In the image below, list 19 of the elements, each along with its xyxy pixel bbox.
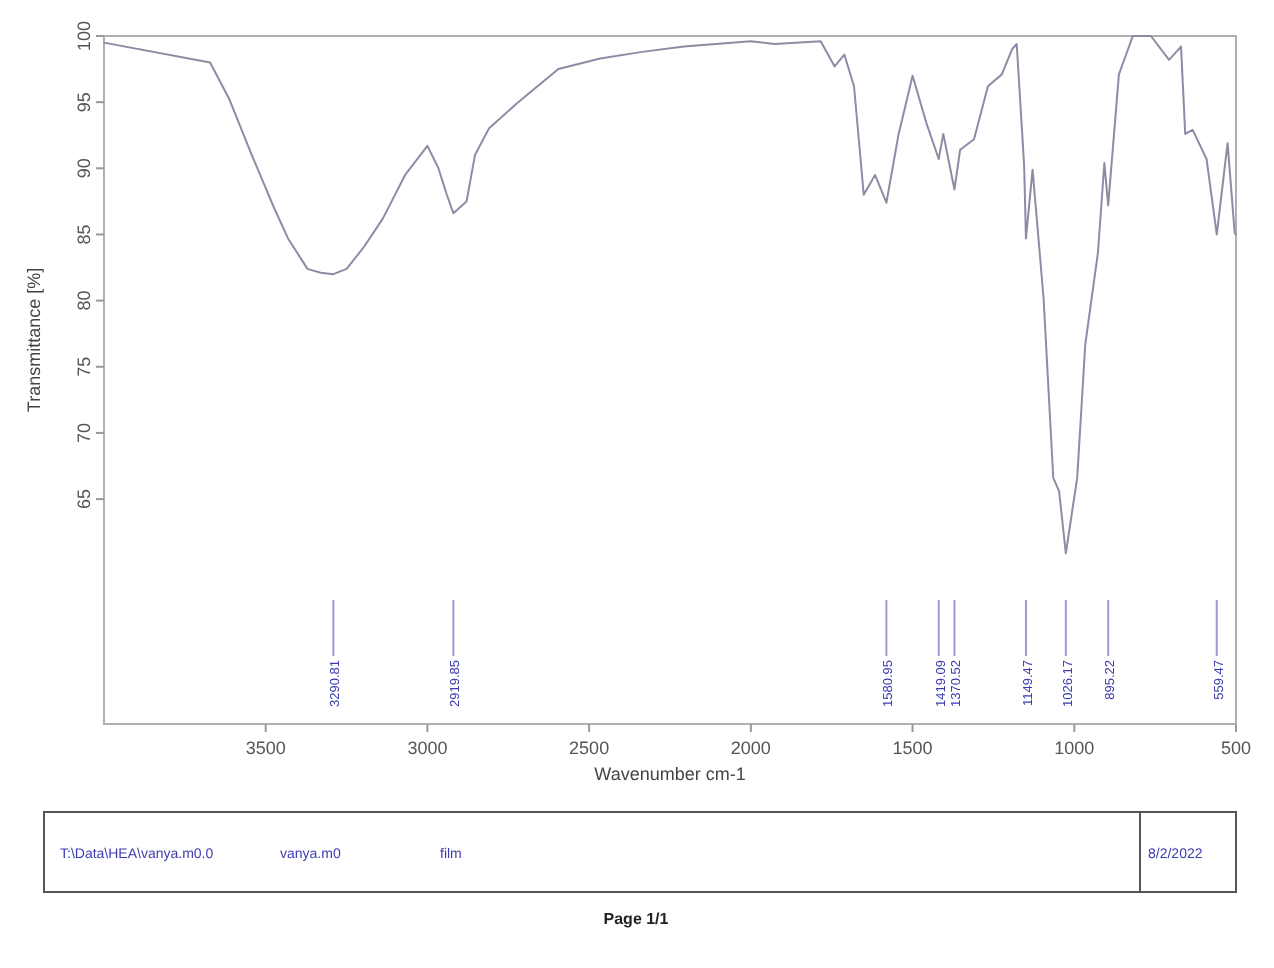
x-tick-label: 3000: [407, 738, 448, 758]
text: Page 1/1: [603, 910, 670, 928]
y-tick-label: 70: [74, 422, 94, 443]
x-tick-label: 2000: [730, 738, 771, 758]
y-tick-label: 95: [74, 92, 94, 113]
x-tick-label: 1500: [892, 738, 933, 758]
y-tick-label: 80: [74, 290, 94, 311]
y-tick-label: 90: [74, 158, 94, 179]
x-tick-label: 1000: [1054, 738, 1095, 758]
y-axis-title: Transmittance [%]: [24, 267, 44, 413]
y-tick-label: 75: [74, 356, 94, 377]
line-series: [103, 35, 1237, 555]
x-axis-title: Wavenumber cm-1: [594, 764, 746, 784]
x-tick-label: 500: [1220, 738, 1252, 758]
y-tick-label: 100: [74, 20, 94, 52]
y-tick-label: 85: [74, 224, 94, 245]
x-tick-label: 3500: [245, 738, 286, 758]
x-tick-label: 2500: [569, 738, 610, 758]
y-tick-label: 65: [74, 489, 94, 510]
